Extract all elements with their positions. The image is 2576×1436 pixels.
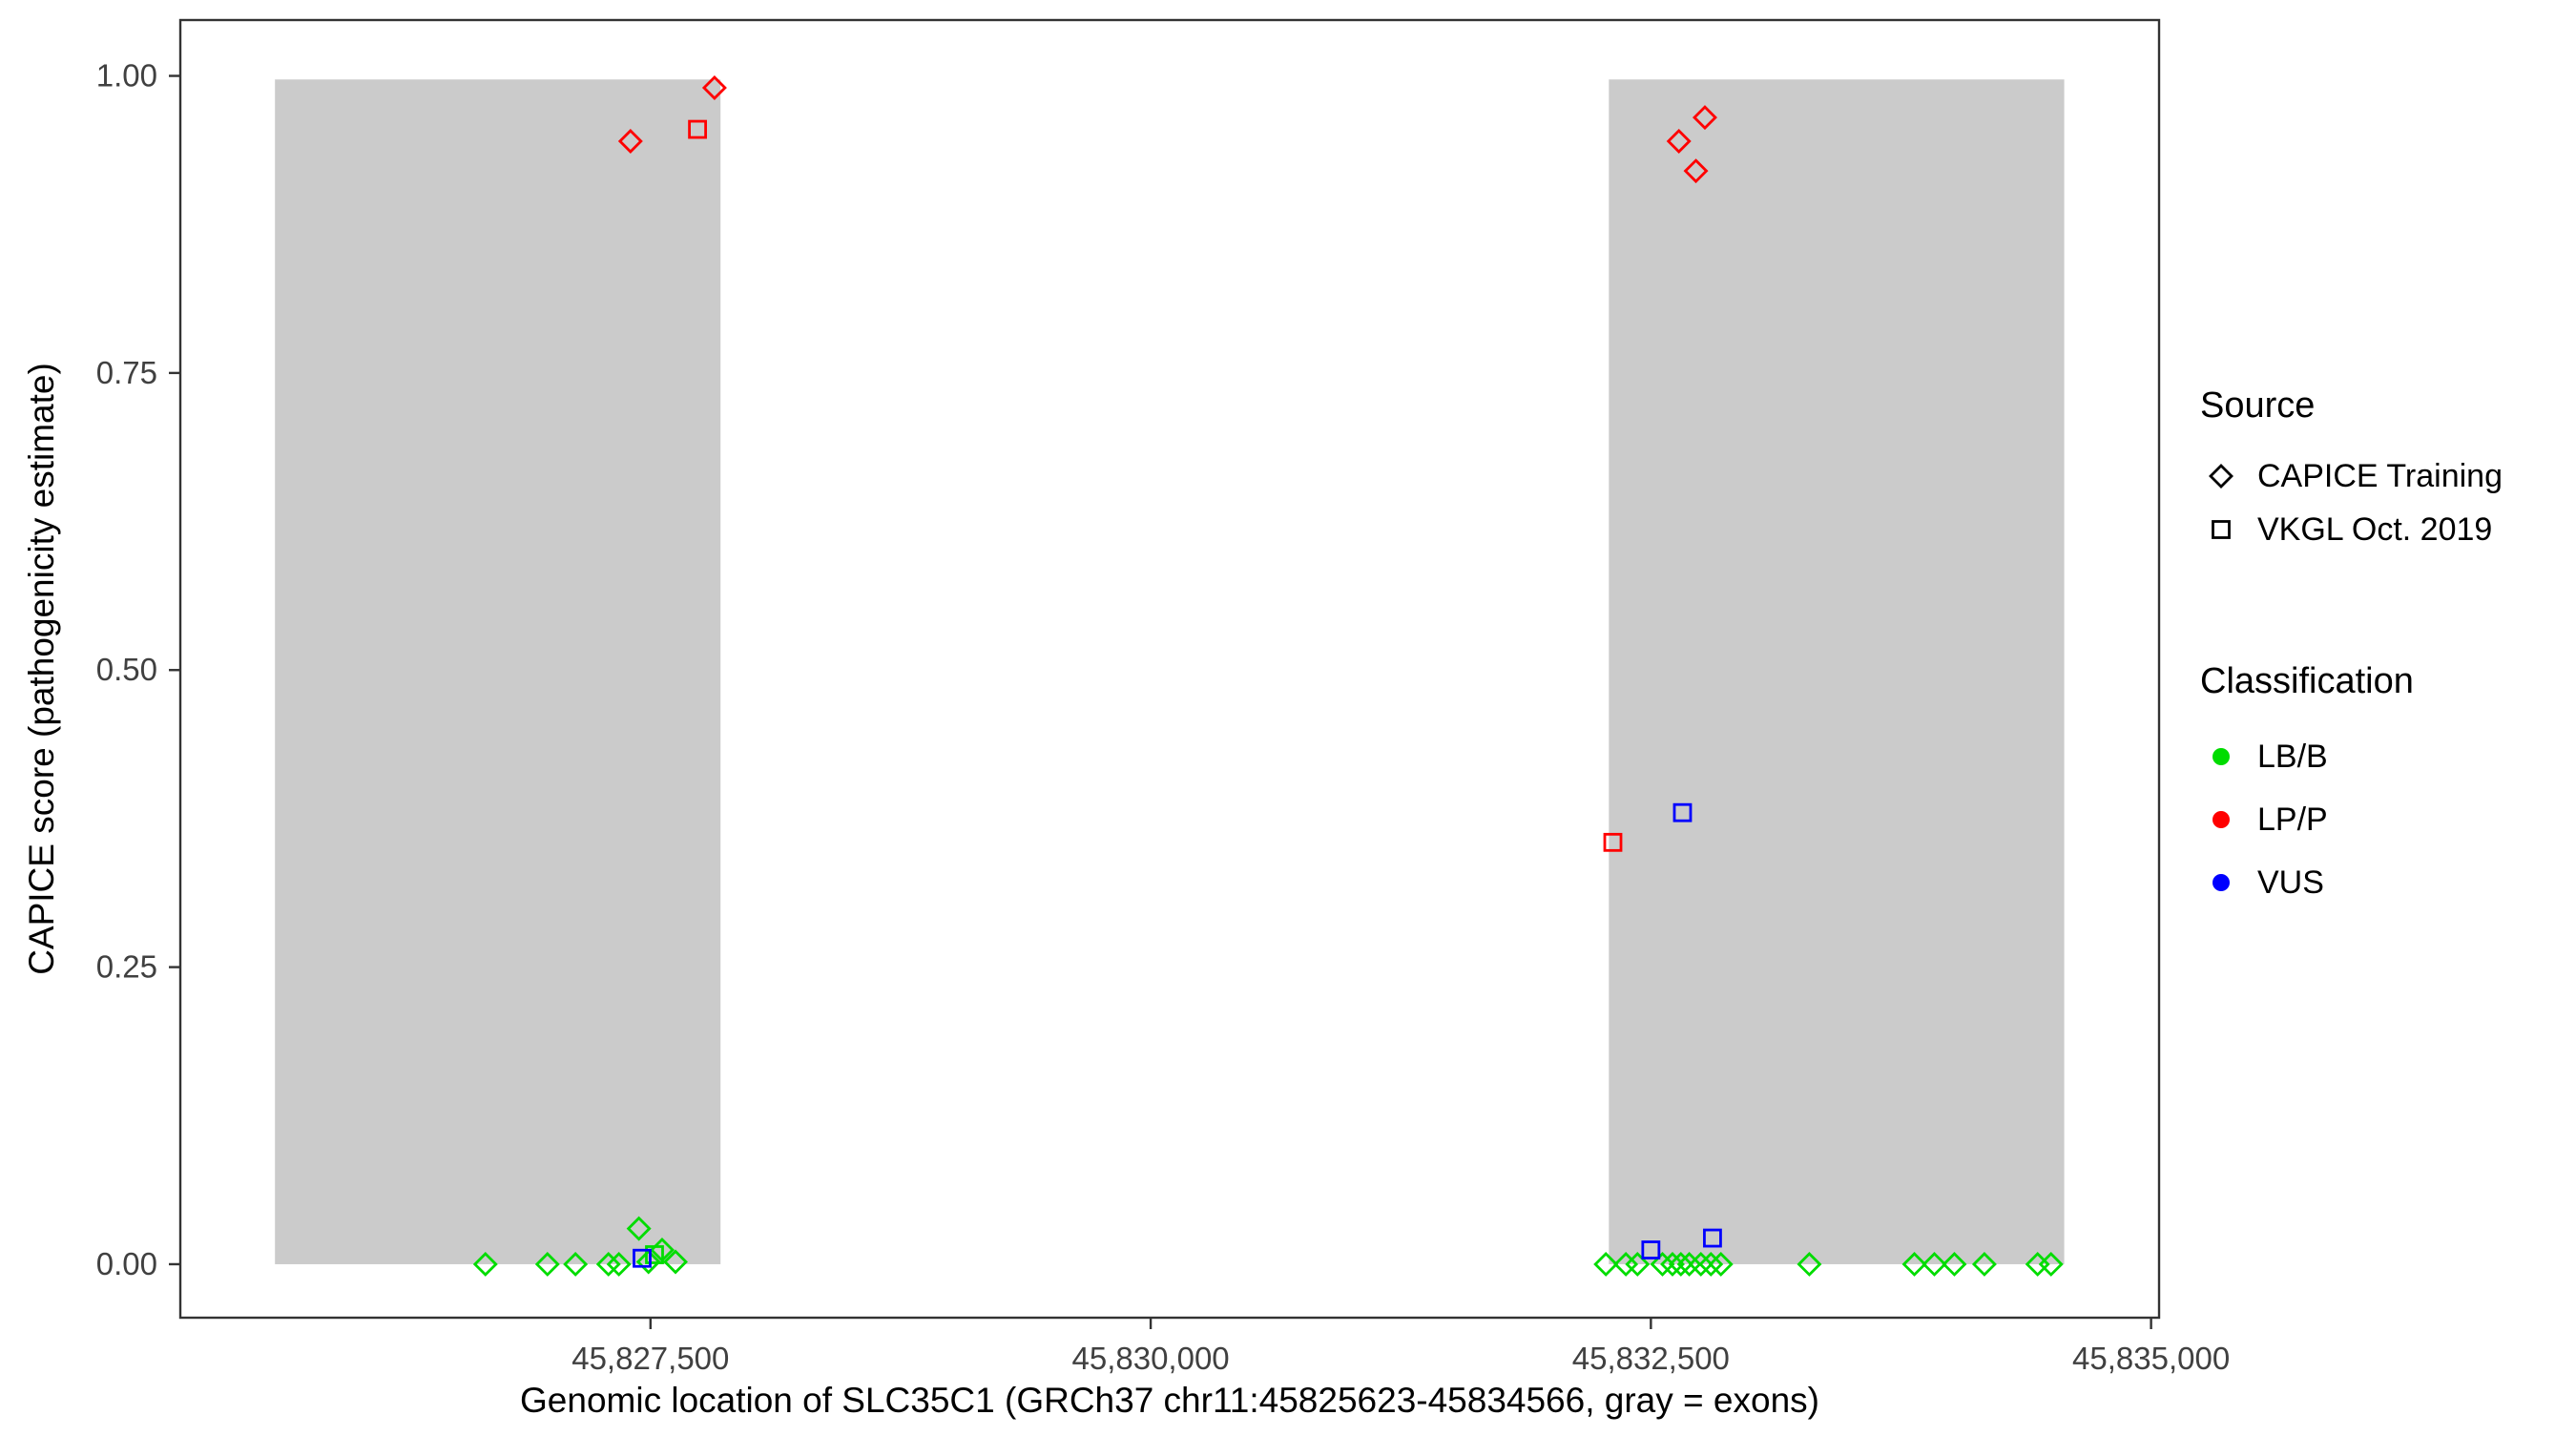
y-tick-label: 0.75 (96, 355, 157, 390)
legend-item-vus: VUS (2200, 851, 2503, 914)
dot-icon (2212, 874, 2230, 891)
data-point-diamond (635, 1249, 661, 1275)
data-point-diamond (1797, 1251, 1822, 1277)
data-point-diamond (701, 75, 727, 100)
data-point-diamond (1922, 1251, 1947, 1277)
data-point-square (1603, 832, 1623, 852)
data-point-diamond (626, 1216, 652, 1241)
legend-item-capice-training: CAPICE Training (2200, 449, 2503, 503)
panel-border (178, 18, 2161, 1320)
data-point-diamond (1593, 1251, 1619, 1277)
y-tick-label: 1.00 (96, 58, 157, 94)
data-point-diamond (534, 1251, 560, 1277)
data-point-diamond (1650, 1251, 1675, 1277)
data-point-square (1672, 802, 1693, 822)
data-point-diamond (1971, 1251, 1997, 1277)
legend-group-classification: Classification LB/B LP/P VUS (2200, 661, 2503, 914)
legend-group-source: Source CAPICE Training VKGL Oct. 2019 (2200, 385, 2503, 556)
legend-item-label: LP/P (2257, 801, 2328, 838)
data-point-square (633, 1248, 652, 1268)
legend-item-label: CAPICE Training (2257, 457, 2503, 494)
dot-icon (2212, 811, 2230, 828)
y-tick-label: 0.00 (96, 1246, 157, 1281)
y-axis-title: CAPICE score (pathogenicity estimate) (22, 363, 61, 975)
data-point-square (1703, 1228, 1722, 1248)
y-tick-label: 0.25 (96, 949, 157, 985)
legend-source-items: CAPICE Training VKGL Oct. 2019 (2200, 449, 2503, 556)
data-point-diamond (472, 1251, 498, 1277)
data-point-diamond (1708, 1251, 1734, 1277)
x-tick-label: 45,832,500 (1572, 1341, 1730, 1376)
data-point-diamond (1692, 105, 1717, 131)
data-point-diamond (606, 1251, 632, 1277)
square-icon (2212, 520, 2231, 539)
legend-classification-items: LB/B LP/P VUS (2200, 725, 2503, 914)
data-point-diamond (1668, 1251, 1693, 1277)
exon-region (275, 79, 721, 1264)
legend-title-classification: Classification (2200, 661, 2414, 701)
data-point-square (1641, 1240, 1661, 1259)
x-tick-label: 45,827,500 (571, 1341, 729, 1376)
data-point-diamond (1660, 1251, 1685, 1277)
legend-item-lb-b: LB/B (2200, 725, 2503, 788)
data-point-diamond (1942, 1251, 1967, 1277)
data-point-diamond (1613, 1251, 1639, 1277)
data-point-diamond (663, 1249, 689, 1275)
legend-item-label: VKGL Oct. 2019 (2257, 510, 2493, 548)
data-point-diamond (595, 1251, 621, 1277)
data-point-diamond (2038, 1251, 2064, 1277)
legend-item-label: LB/B (2257, 738, 2328, 775)
x-tick-label: 45,830,000 (1071, 1341, 1229, 1376)
legend-item-lp-p: LP/P (2200, 788, 2503, 851)
diamond-icon (2209, 464, 2233, 489)
data-point-diamond (563, 1251, 589, 1277)
data-point-diamond (1676, 1251, 1702, 1277)
x-axis-title: Genomic location of SLC35C1 (GRCh37 chr1… (520, 1381, 1819, 1420)
data-point-diamond (1688, 1251, 1714, 1277)
data-point-diamond (1901, 1251, 1927, 1277)
legend-item-label: VUS (2257, 864, 2324, 901)
data-point-square (645, 1245, 664, 1264)
data-point-diamond (617, 129, 643, 155)
legend-item-vkgl-oct-2019: VKGL Oct. 2019 (2200, 503, 2503, 556)
legend-title-source: Source (2200, 385, 2316, 426)
data-point-diamond (1683, 158, 1709, 184)
legend: Source CAPICE Training VKGL Oct. 2019 Cla… (2200, 385, 2503, 914)
data-point-square (688, 119, 707, 139)
y-tick-label: 0.50 (96, 652, 157, 687)
x-tick-label: 45,835,000 (2072, 1341, 2230, 1376)
dot-icon (2212, 748, 2230, 765)
data-point-diamond (1698, 1251, 1724, 1277)
data-point-diamond (1625, 1251, 1651, 1277)
exon-region (1609, 79, 2065, 1264)
data-point-diamond (1666, 129, 1692, 155)
